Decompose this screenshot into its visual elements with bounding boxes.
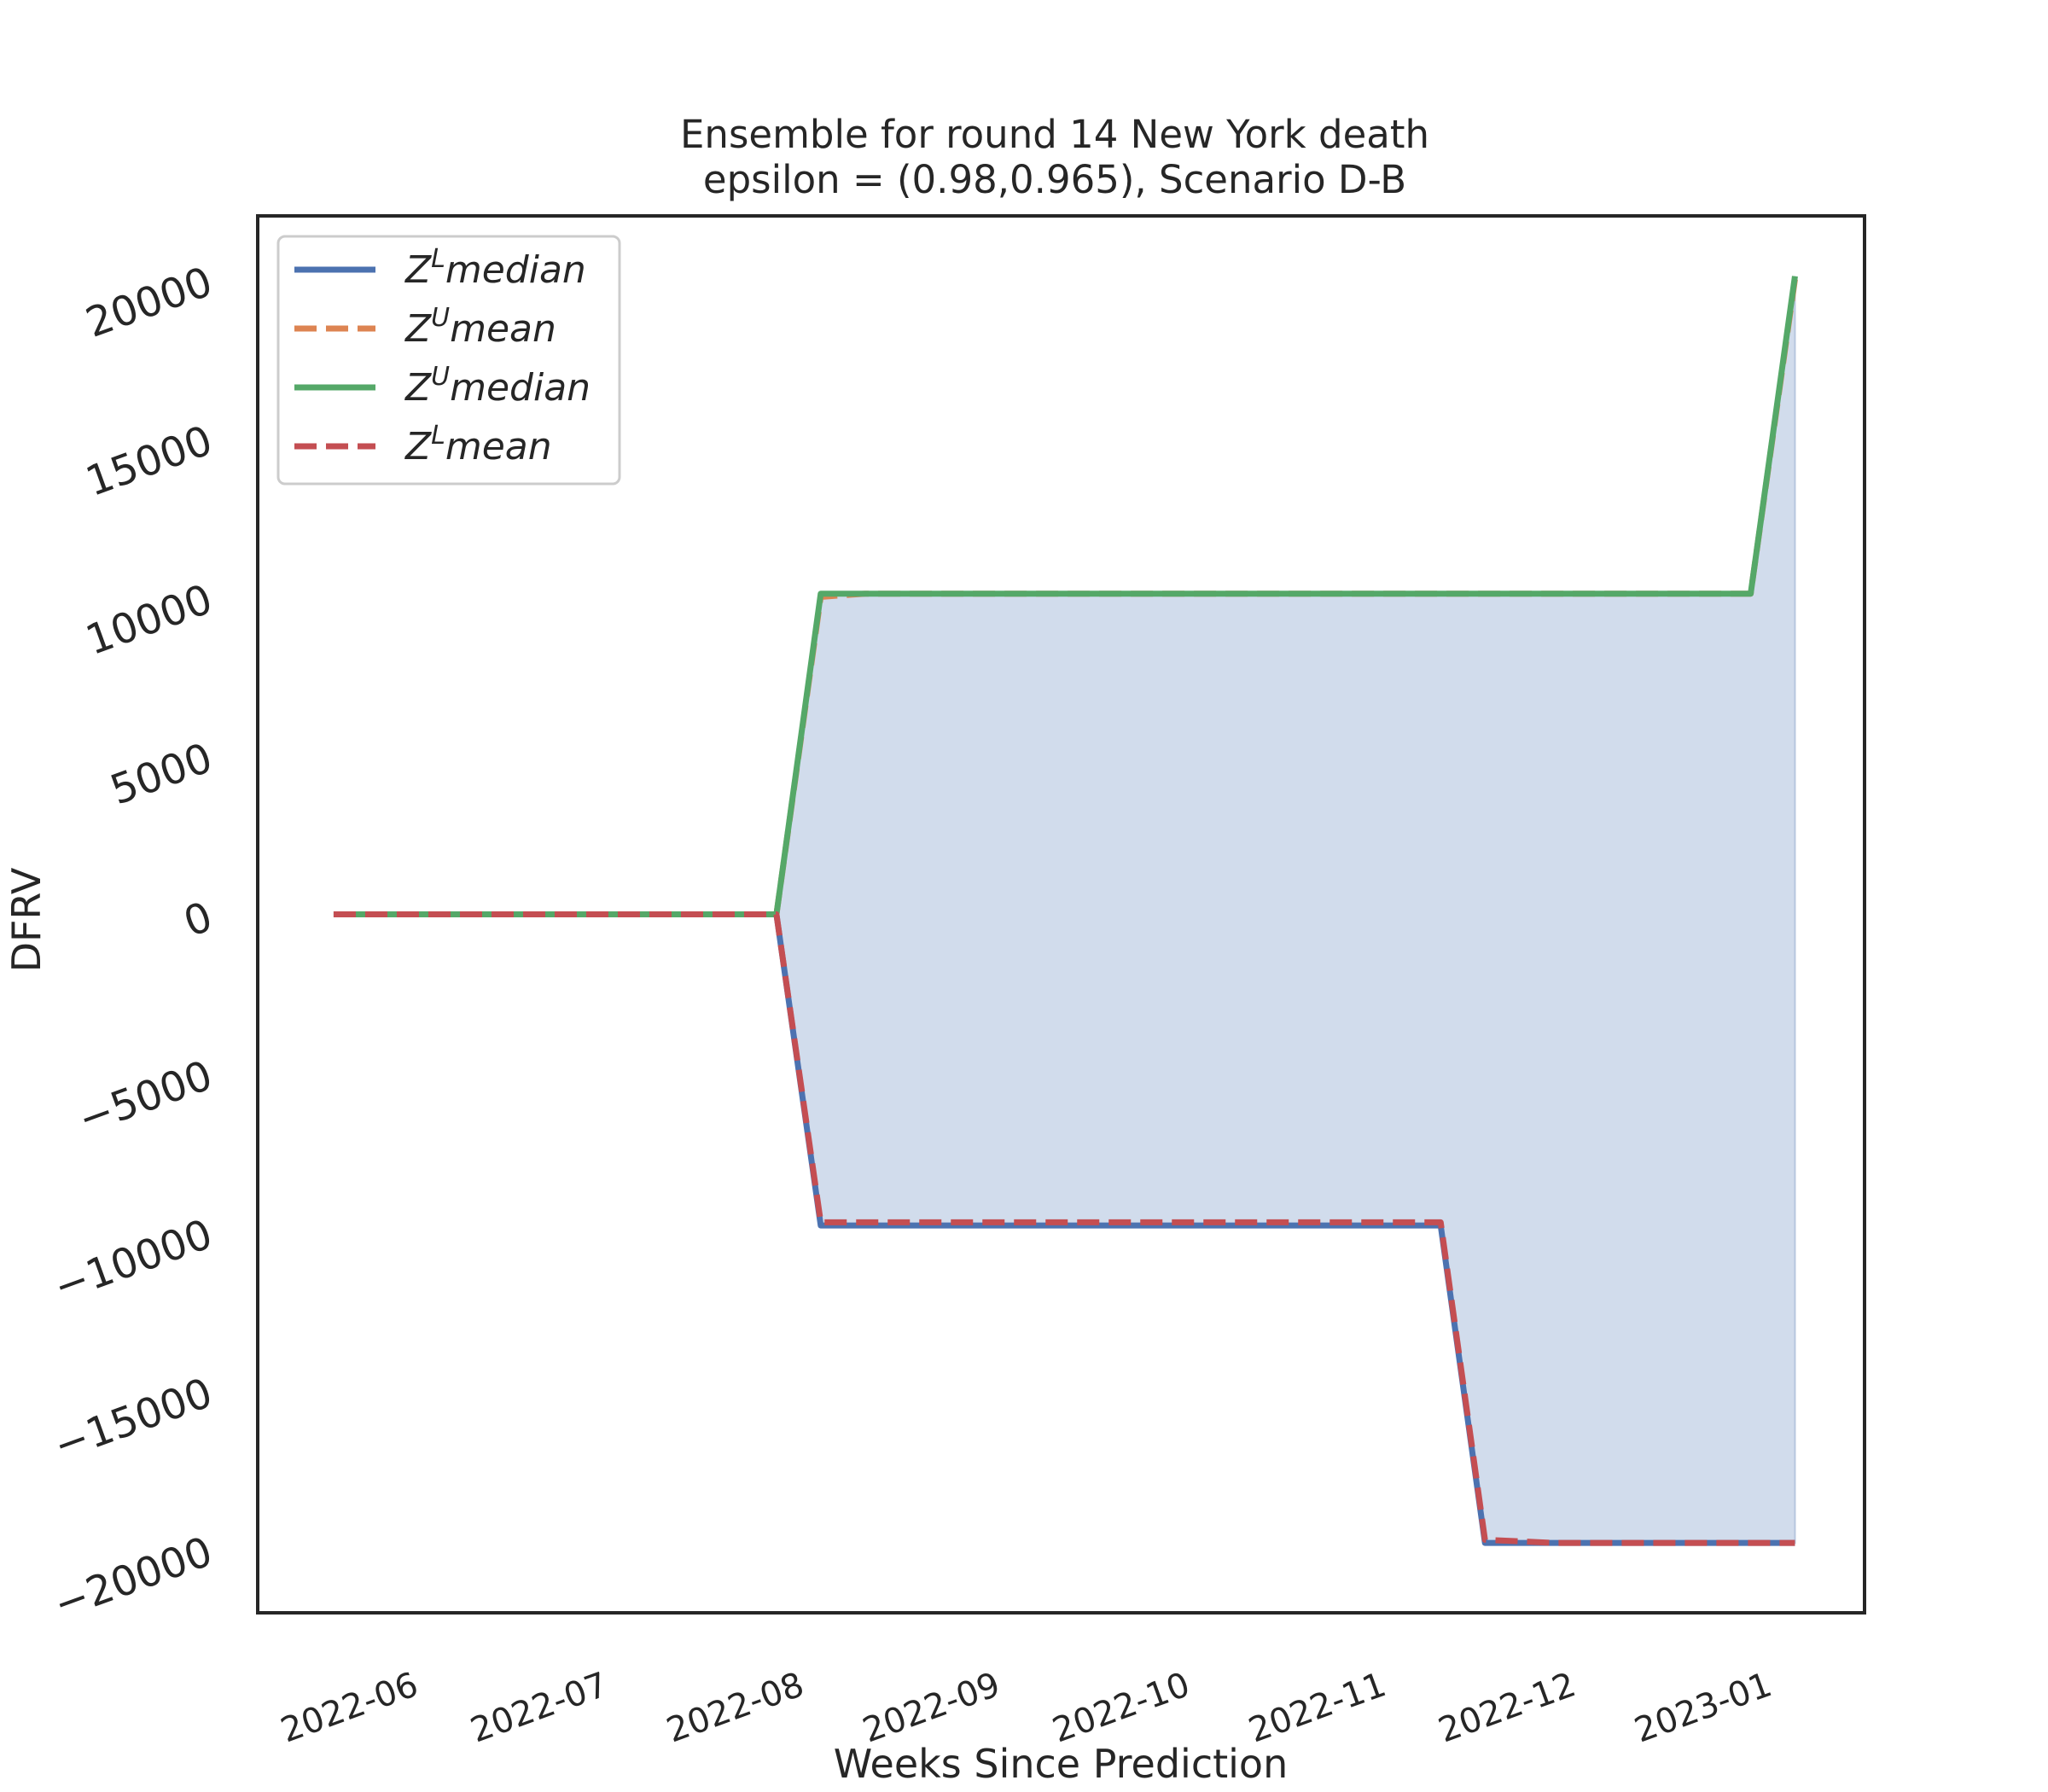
y-axis-label: DFRV — [3, 867, 49, 972]
x-tick-label: 2022-09 — [858, 1665, 1005, 1750]
legend-box — [276, 235, 621, 486]
y-tick-label: 0 — [177, 893, 218, 946]
series-line-4 — [333, 911, 1795, 1546]
legend: ZLmedian ZUmean ZUmedian ZLmean — [276, 235, 621, 486]
x-tick-label: 2022-12 — [1434, 1665, 1581, 1750]
x-tick-label: 2022-10 — [1048, 1665, 1196, 1750]
legend-label: ZUmean — [404, 303, 556, 351]
y-tick-label: 10000 — [79, 575, 218, 665]
y-tick-label: −20000 — [48, 1527, 218, 1629]
x-tick-label: 2023-01 — [1630, 1665, 1777, 1750]
y-tick-label: 15000 — [79, 416, 218, 506]
x-tick-label: 2022-06 — [276, 1665, 423, 1750]
x-tick-label: 2022-11 — [1243, 1665, 1391, 1750]
legend-label: ZLmedian — [404, 244, 586, 292]
y-tick-label: −15000 — [48, 1369, 218, 1470]
y-tick-label: 20000 — [79, 258, 218, 347]
plot-frame — [256, 214, 1866, 1615]
series-layer — [333, 276, 1798, 1546]
x-axis-label: Weeks Since Prediction — [834, 1741, 1288, 1787]
y-tick-label: 5000 — [104, 734, 218, 814]
x-tick-labels: 2022-06 2022-07 2022-08 2022-09 2022-10 2022-… — [276, 1665, 1777, 1750]
x-tick-label: 2022-07 — [466, 1665, 614, 1750]
legend-label: ZUmedian — [404, 362, 591, 410]
y-tick-labels: 20000 15000 10000 5000 0 −5000 −10000 −15000 −20… — [48, 258, 218, 1629]
chart-subtitle: epsilon = (0.98,0.965), Scenario D-B — [703, 157, 1406, 202]
chart-title: Ensemble for round 14 New York death — [680, 112, 1429, 157]
y-tick-label: −5000 — [72, 1051, 218, 1143]
x-tick-label: 2022-08 — [661, 1665, 809, 1750]
y-tick-label: −10000 — [48, 1210, 218, 1312]
legend-label: ZLmean — [404, 421, 552, 468]
